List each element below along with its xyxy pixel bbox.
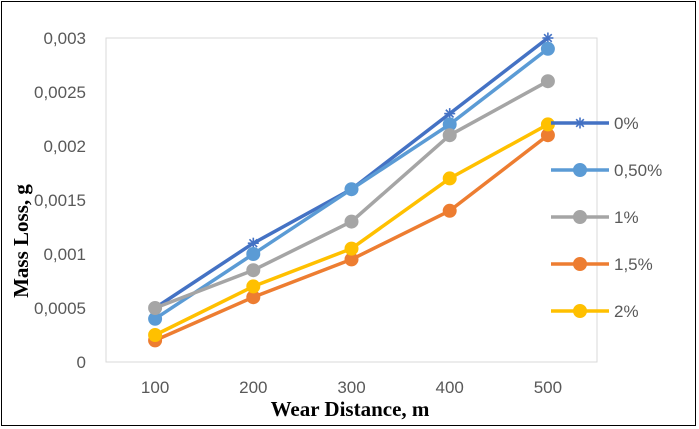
data-point <box>444 108 456 120</box>
x-axis-title: Wear Distance, m <box>271 397 430 421</box>
data-point <box>148 301 163 315</box>
y-tick-label: 0,001 <box>43 245 86 264</box>
legend: 0% 0,50% 1% 1,5% 2% <box>551 114 662 321</box>
data-point <box>247 237 259 249</box>
y-tick-label: 0,0015 <box>34 191 86 210</box>
legend-label: 1% <box>614 208 639 227</box>
series-3 <box>148 74 555 315</box>
y-tick-label: 0,0025 <box>34 83 86 102</box>
legend-label: 1,5% <box>614 255 653 274</box>
data-point <box>344 241 359 256</box>
series-4 <box>148 128 555 348</box>
legend-marker <box>573 304 587 318</box>
data-point <box>442 203 457 218</box>
series-1 <box>149 32 554 314</box>
x-axis-ticks: 100 200 300 400 500 <box>141 378 562 397</box>
legend-marker <box>573 210 587 224</box>
data-point <box>148 328 163 342</box>
y-tick-label: 0,0005 <box>34 299 86 318</box>
data-point <box>442 171 457 186</box>
data-point <box>540 74 555 89</box>
data-point <box>442 128 457 143</box>
data-point <box>344 214 359 229</box>
legend-item: 2% <box>551 302 639 321</box>
y-axis-title: Mass Loss, g <box>9 184 33 298</box>
y-tick-label: 0,003 <box>43 29 86 48</box>
data-point <box>540 41 555 56</box>
plot-area <box>105 37 598 363</box>
series-5 <box>148 117 555 342</box>
x-tick-label: 200 <box>239 378 267 397</box>
data-point <box>246 247 261 261</box>
legend-label: 2% <box>614 302 639 321</box>
x-tick-label: 400 <box>436 378 464 397</box>
series-2 <box>148 41 555 326</box>
x-tick-label: 300 <box>337 378 365 397</box>
legend-marker <box>573 163 587 177</box>
y-axis-ticks: 0 0,0005 0,001 0,0015 0,002 0,0025 0,003 <box>34 29 86 372</box>
data-point <box>246 263 261 278</box>
legend-label: 0,50% <box>614 161 662 180</box>
legend-marker <box>573 257 587 271</box>
legend-item: 0% <box>551 114 639 133</box>
series-line <box>154 36 549 310</box>
series-layer <box>148 32 555 348</box>
legend-item: 1,5% <box>551 255 653 274</box>
x-tick-label: 500 <box>534 378 562 397</box>
data-point <box>246 279 261 294</box>
x-tick-label: 100 <box>141 378 169 397</box>
series-line <box>154 133 549 343</box>
legend-item: 0,50% <box>551 161 662 180</box>
legend-label: 0% <box>614 114 639 133</box>
y-tick-label: 0 <box>77 353 86 372</box>
legend-item: 1% <box>551 208 639 227</box>
data-point <box>344 182 359 197</box>
y-tick-label: 0,002 <box>43 137 86 156</box>
series-line <box>154 122 549 337</box>
data-point <box>542 32 554 44</box>
legend-marker <box>574 117 586 129</box>
